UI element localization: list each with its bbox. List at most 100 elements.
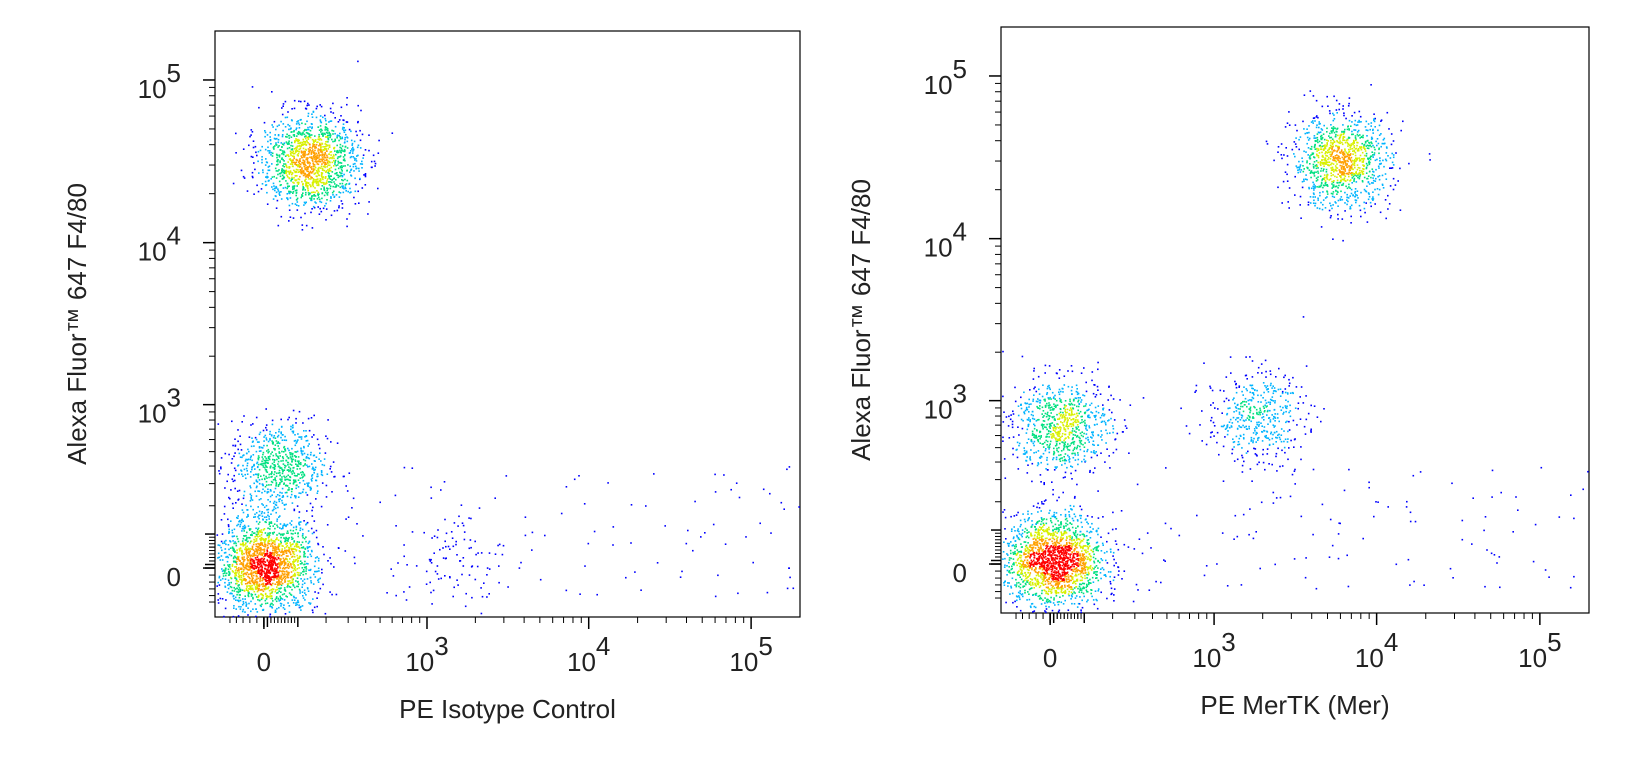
event-dot	[344, 136, 346, 139]
event-dot	[1283, 376, 1285, 379]
event-dot	[469, 539, 472, 541]
event-dot	[237, 448, 239, 451]
event-dot	[318, 155, 320, 157]
event-dot	[269, 136, 271, 138]
event-dot	[300, 578, 302, 580]
event-dot	[271, 564, 274, 567]
event-dot	[239, 435, 241, 437]
event-dot	[285, 546, 288, 548]
event-dot	[252, 562, 255, 564]
event-dot	[312, 583, 315, 585]
event-dot	[1429, 159, 1431, 161]
event-dot	[1358, 119, 1360, 122]
event-dot	[1241, 464, 1244, 467]
event-dot	[267, 499, 269, 501]
event-dot	[240, 568, 243, 571]
event-dot	[1012, 413, 1015, 415]
event-dot	[274, 527, 276, 530]
event-dot	[1275, 455, 1277, 458]
event-dot	[262, 595, 264, 597]
event-dot	[300, 546, 303, 549]
event-dot	[293, 481, 296, 483]
event-dot	[279, 172, 282, 175]
event-dot	[1003, 411, 1005, 413]
event-dot	[223, 542, 226, 544]
event-dot	[630, 542, 632, 544]
event-dot	[255, 495, 258, 497]
event-dot	[266, 574, 268, 577]
event-dot	[257, 528, 259, 531]
event-dot	[282, 527, 284, 530]
event-dot	[1063, 375, 1066, 377]
event-dot	[271, 163, 273, 165]
event-dot	[306, 439, 309, 442]
event-dot	[227, 584, 229, 586]
event-dot	[303, 452, 306, 455]
event-dot	[248, 580, 251, 582]
event-dot	[283, 176, 286, 179]
event-dot	[257, 599, 259, 601]
event-dot	[1109, 571, 1112, 573]
event-dot	[282, 152, 284, 154]
event-dot	[314, 191, 316, 194]
event-dot	[257, 564, 259, 566]
event-dot	[306, 482, 308, 485]
event-dot	[246, 509, 248, 511]
event-dot	[256, 552, 259, 554]
event-dot	[268, 523, 270, 526]
event-dot	[257, 589, 260, 592]
event-dot	[245, 553, 248, 555]
event-dot	[282, 144, 285, 146]
event-dot	[275, 143, 277, 146]
event-dot	[428, 558, 431, 561]
event-dot	[1245, 356, 1247, 358]
event-dot	[377, 152, 380, 154]
event-dot	[1045, 611, 1047, 613]
event-dot	[262, 488, 264, 491]
event-dot	[257, 554, 259, 557]
event-dot	[322, 207, 325, 210]
event-dot	[313, 154, 315, 157]
event-dot	[344, 184, 347, 186]
event-dot	[266, 471, 269, 473]
event-dot	[1373, 119, 1375, 122]
event-dot	[263, 436, 265, 438]
event-dot	[1064, 476, 1066, 478]
event-dot	[244, 473, 246, 476]
event-dot	[1107, 571, 1110, 573]
event-dot	[331, 171, 334, 173]
event-dot	[245, 579, 247, 581]
event-dot	[1268, 463, 1270, 465]
event-dot	[309, 170, 312, 173]
event-dot	[1366, 221, 1369, 223]
event-dot	[231, 529, 233, 532]
event-dot	[248, 436, 251, 438]
event-dot	[1112, 431, 1114, 434]
event-dot	[293, 155, 295, 158]
event-dot	[1286, 180, 1289, 182]
event-dot	[1106, 562, 1109, 564]
event-dot	[275, 440, 278, 442]
event-dot	[724, 543, 727, 545]
event-dot	[1100, 536, 1102, 538]
event-dot	[269, 597, 272, 600]
event-dot	[338, 119, 341, 121]
event-dot	[1245, 452, 1248, 454]
event-dot	[280, 587, 282, 589]
event-dot	[1280, 143, 1283, 145]
event-dot	[324, 152, 326, 154]
event-dot	[1007, 582, 1009, 584]
event-dot	[328, 164, 331, 167]
event-dot	[287, 580, 290, 583]
event-dot	[310, 197, 313, 200]
event-dot	[279, 587, 281, 590]
event-dot	[275, 479, 277, 482]
event-dot	[307, 136, 309, 139]
event-dot	[1020, 396, 1022, 399]
event-dot	[313, 152, 316, 154]
event-dot	[267, 456, 270, 458]
event-dot	[262, 538, 264, 540]
event-dot	[270, 434, 273, 437]
event-dot	[273, 523, 276, 525]
event-dot	[1324, 207, 1327, 209]
